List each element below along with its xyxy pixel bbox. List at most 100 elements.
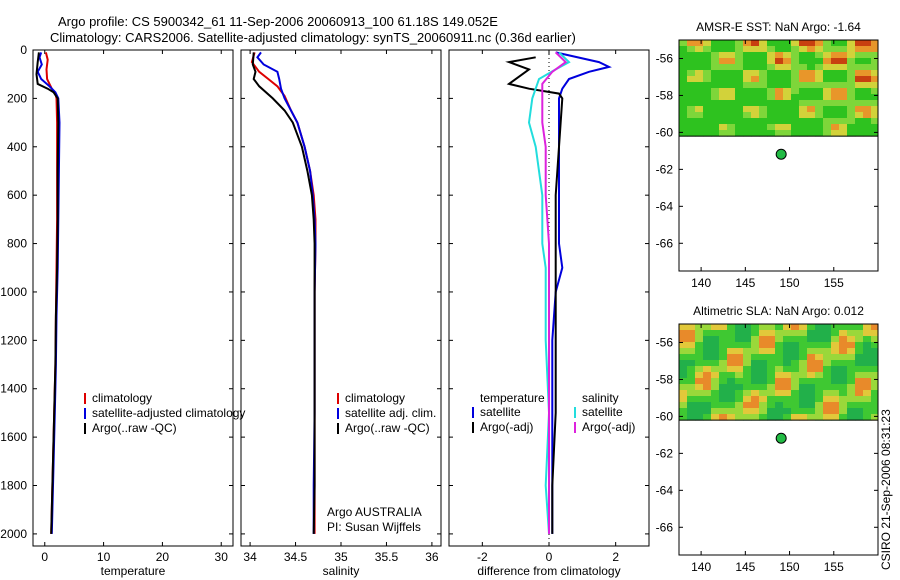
- field-cell: [711, 354, 720, 361]
- y-tick-label: 1400: [0, 382, 27, 396]
- field-cell: [735, 118, 744, 125]
- series-line-satellite-adj-clim-: [256, 51, 317, 534]
- field-cell: [759, 106, 768, 113]
- field-cell: [871, 336, 879, 343]
- field-cell: [767, 112, 776, 119]
- field-cell: [815, 390, 824, 397]
- field-cell: [767, 390, 776, 397]
- field-cell: [831, 130, 840, 137]
- field-cell: [847, 336, 856, 343]
- field-cell: [783, 330, 792, 337]
- field-cell: [735, 64, 744, 71]
- map-frame: [678, 39, 879, 272]
- field-cell: [759, 336, 768, 343]
- field-cell: [791, 360, 800, 367]
- field-cell: [711, 378, 720, 385]
- field-cell: [791, 366, 800, 373]
- y-tick-label: 1200: [0, 333, 27, 347]
- field-cell: [703, 118, 712, 125]
- field-cell: [783, 336, 792, 343]
- field-cell: [863, 348, 872, 355]
- annotation-text: Argo AUSTRALIA: [327, 505, 422, 519]
- field-cell: [783, 46, 792, 53]
- field-cell: [807, 408, 816, 415]
- field-cell: [831, 336, 840, 343]
- field-cell: [711, 342, 720, 349]
- field-cell: [687, 124, 696, 131]
- field-cell: [839, 348, 848, 355]
- field-cell: [703, 52, 712, 59]
- field-cell: [679, 52, 688, 59]
- field-cell: [839, 76, 848, 83]
- legend-label: Argo(..raw -QC): [92, 421, 177, 435]
- field-cell: [743, 402, 752, 409]
- field-cell: [807, 384, 816, 391]
- field-cell: [727, 366, 736, 373]
- field-cell: [727, 372, 736, 379]
- field-cell: [687, 342, 696, 349]
- field-cell: [687, 70, 696, 77]
- field-cell: [727, 58, 736, 65]
- field-cell: [775, 378, 784, 385]
- field-cell: [847, 40, 856, 47]
- field-cell: [735, 58, 744, 65]
- field-cell: [847, 70, 856, 77]
- field-cell: [791, 106, 800, 113]
- field-cell: [815, 88, 824, 95]
- field-cell: [711, 58, 720, 65]
- figure-title-line2: Climatology: CARS2006. Satellite-adjuste…: [50, 30, 576, 45]
- field-cell: [807, 372, 816, 379]
- field-cell: [759, 64, 768, 71]
- field-cell: [679, 76, 688, 83]
- field-cell: [703, 94, 712, 101]
- field-cell: [751, 112, 760, 119]
- field-cell: [687, 402, 696, 409]
- field-cell: [775, 396, 784, 403]
- field-cell: [751, 106, 760, 113]
- field-cell: [783, 366, 792, 373]
- field-cell: [703, 124, 712, 131]
- field-cell: [703, 76, 712, 83]
- field-cell: [815, 348, 824, 355]
- field-cell: [775, 64, 784, 71]
- field-cell: [775, 324, 784, 331]
- field-cell: [711, 360, 720, 367]
- field-cell: [799, 360, 808, 367]
- field-cell: [863, 106, 872, 113]
- field-cell: [751, 330, 760, 337]
- field-cell: [687, 118, 696, 125]
- field-cell: [775, 354, 784, 361]
- field-cell: [695, 360, 704, 367]
- field-cell: [871, 330, 879, 337]
- field-cell: [727, 46, 736, 53]
- field-cell: [679, 414, 688, 421]
- field-cell: [831, 76, 840, 83]
- field-cell: [679, 336, 688, 343]
- y-tick-label: -58: [656, 372, 674, 386]
- field-cell: [703, 408, 712, 415]
- field-cell: [847, 118, 856, 125]
- field-cell: [751, 124, 760, 131]
- field-cell: [839, 52, 848, 59]
- field-cell: [743, 348, 752, 355]
- field-cell: [807, 58, 816, 65]
- field-cell: [727, 390, 736, 397]
- field-cell: [751, 118, 760, 125]
- y-tick-label: 0: [20, 43, 27, 57]
- field-cell: [871, 324, 879, 331]
- field-cell: [847, 64, 856, 71]
- field-cell: [711, 330, 720, 337]
- field-cell: [687, 112, 696, 119]
- field-cell: [767, 348, 776, 355]
- field-cell: [783, 76, 792, 83]
- field-cell: [735, 396, 744, 403]
- field-cell: [847, 372, 856, 379]
- field-cell: [847, 82, 856, 89]
- field-cell: [863, 384, 872, 391]
- x-axis-label: salinity: [323, 564, 360, 578]
- field-cell: [759, 46, 768, 53]
- field-cell: [855, 130, 864, 137]
- field-cell: [743, 408, 752, 415]
- field-cell: [847, 354, 856, 361]
- field-cell: [703, 354, 712, 361]
